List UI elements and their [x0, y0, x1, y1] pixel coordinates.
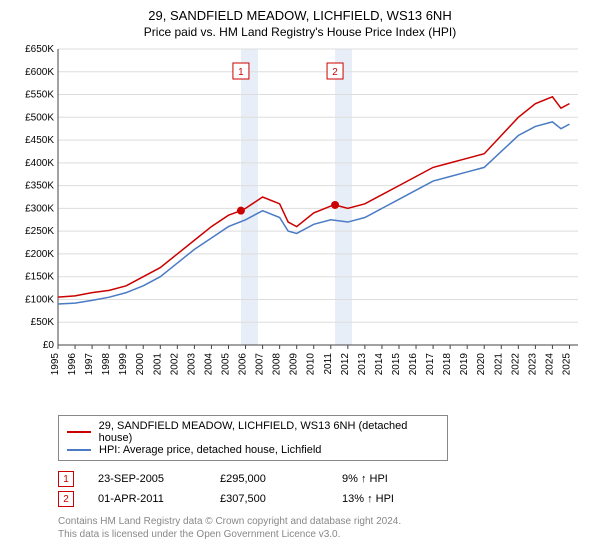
legend-item: 29, SANDFIELD MEADOW, LICHFIELD, WS13 6N…: [67, 420, 439, 444]
svg-text:2001: 2001: [152, 353, 163, 376]
sale-marker-icon: 2: [58, 491, 74, 507]
svg-text:£350K: £350K: [25, 181, 54, 192]
svg-text:£0: £0: [43, 340, 55, 351]
svg-text:1998: 1998: [101, 353, 112, 376]
sale-date: 01-APR-2011: [98, 493, 188, 505]
legend-swatch: [67, 431, 91, 433]
svg-text:2017: 2017: [425, 353, 436, 376]
svg-text:2019: 2019: [459, 353, 470, 376]
svg-text:1995: 1995: [50, 353, 61, 376]
sale-price: £295,000: [220, 473, 310, 485]
svg-text:2011: 2011: [323, 353, 334, 375]
svg-text:2007: 2007: [255, 353, 266, 376]
svg-text:£250K: £250K: [25, 226, 54, 237]
svg-text:1996: 1996: [67, 353, 78, 376]
svg-text:2022: 2022: [510, 353, 521, 376]
line-chart: £0 £50K £100K £150K £200K £250K £300K £350K £400…: [12, 45, 588, 405]
svg-text:2021: 2021: [493, 353, 504, 376]
sale-date: 23-SEP-2005: [98, 473, 188, 485]
sale-price: £307,500: [220, 493, 310, 505]
svg-text:2014: 2014: [374, 353, 385, 376]
svg-text:£200K: £200K: [25, 249, 54, 260]
copyright-line: This data is licensed under the Open Gov…: [58, 528, 588, 541]
svg-text:2004: 2004: [203, 353, 214, 376]
svg-text:£100K: £100K: [25, 294, 54, 305]
svg-text:2: 2: [332, 67, 338, 78]
svg-text:2015: 2015: [391, 353, 402, 376]
svg-text:£500K: £500K: [25, 112, 54, 123]
table-row: 2 01-APR-2011 £307,500 13% ↑ HPI: [58, 491, 588, 507]
svg-text:2024: 2024: [544, 353, 555, 376]
svg-text:£300K: £300K: [25, 203, 54, 214]
sale-vs-hpi: 9% ↑ HPI: [342, 473, 432, 485]
svg-text:2005: 2005: [220, 353, 231, 376]
svg-text:£650K: £650K: [25, 45, 54, 55]
svg-text:£50K: £50K: [31, 317, 55, 328]
page-title: 29, SANDFIELD MEADOW, LICHFIELD, WS13 6N…: [12, 8, 588, 23]
legend: 29, SANDFIELD MEADOW, LICHFIELD, WS13 6N…: [58, 415, 448, 461]
svg-text:£600K: £600K: [25, 67, 54, 78]
svg-text:£550K: £550K: [25, 90, 54, 101]
svg-text:2018: 2018: [442, 353, 453, 376]
svg-text:2010: 2010: [306, 353, 317, 376]
svg-text:2013: 2013: [357, 353, 368, 376]
svg-text:2008: 2008: [272, 353, 283, 376]
table-row: 1 23-SEP-2005 £295,000 9% ↑ HPI: [58, 471, 588, 487]
svg-text:1: 1: [238, 67, 244, 78]
chart-area: £0 £50K £100K £150K £200K £250K £300K £350K £400…: [12, 45, 588, 405]
legend-label: HPI: Average price, detached house, Lich…: [99, 444, 321, 456]
svg-text:2025: 2025: [561, 353, 572, 376]
svg-text:2003: 2003: [186, 353, 197, 376]
copyright-line: Contains HM Land Registry data © Crown c…: [58, 515, 588, 528]
svg-text:2000: 2000: [135, 353, 146, 376]
sale-vs-hpi: 13% ↑ HPI: [342, 493, 432, 505]
sale-marker-icon: 1: [58, 471, 74, 487]
svg-text:2012: 2012: [340, 353, 351, 376]
copyright: Contains HM Land Registry data © Crown c…: [58, 515, 588, 541]
svg-text:2016: 2016: [408, 353, 419, 376]
svg-text:2023: 2023: [527, 353, 538, 376]
svg-text:2009: 2009: [289, 353, 300, 376]
page-subtitle: Price paid vs. HM Land Registry's House …: [12, 25, 588, 39]
legend-item: HPI: Average price, detached house, Lich…: [67, 444, 439, 456]
svg-text:1997: 1997: [84, 353, 95, 376]
legend-label: 29, SANDFIELD MEADOW, LICHFIELD, WS13 6N…: [99, 420, 439, 444]
sales-table: 1 23-SEP-2005 £295,000 9% ↑ HPI 2 01-APR…: [58, 471, 588, 507]
svg-text:£450K: £450K: [25, 135, 54, 146]
svg-text:2002: 2002: [169, 353, 180, 376]
svg-text:1999: 1999: [118, 353, 129, 376]
legend-swatch: [67, 449, 91, 451]
svg-text:£400K: £400K: [25, 158, 54, 169]
svg-text:£150K: £150K: [25, 272, 54, 283]
svg-text:2020: 2020: [476, 353, 487, 376]
svg-text:2006: 2006: [238, 353, 249, 376]
